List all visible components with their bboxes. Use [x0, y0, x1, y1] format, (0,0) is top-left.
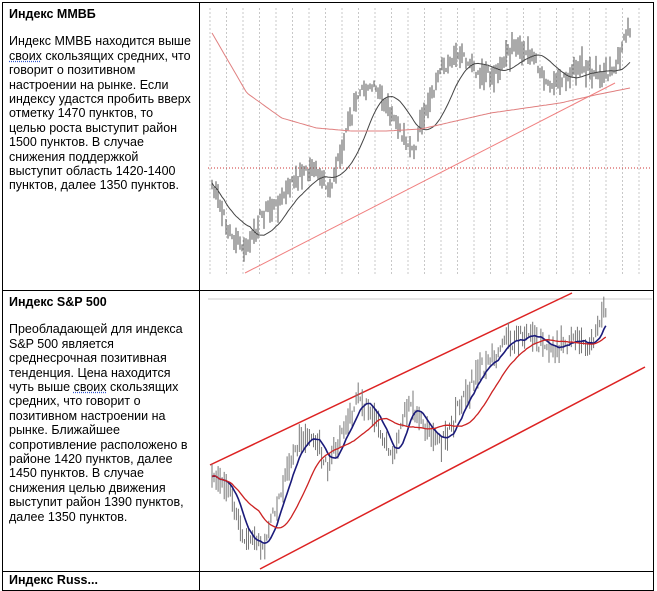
row-body-sp500: Преобладающей для индекса S&P 500 являет…: [9, 322, 193, 524]
body-text-underlined: своих: [73, 380, 107, 395]
trend-line: [244, 82, 616, 274]
chart-cell-russell: [200, 571, 654, 591]
ma-fast-line: [211, 325, 607, 545]
text-cell-sp500: Индекс S&P 500 Преобладающей для индекса…: [2, 290, 200, 572]
row-title-sp500: Индекс S&P 500: [9, 295, 107, 309]
channel-lower-line: [259, 366, 646, 570]
sp500-chart: [208, 292, 652, 570]
body-text-part: скользящих средних, что говорит о позити…: [9, 48, 195, 193]
chart-cell-mmvb: [200, 2, 654, 291]
row-title-russell: Индекс Russ...: [9, 573, 98, 587]
body-text-underlined: своих: [9, 48, 42, 63]
body-text-part: Индекс ММВБ находится выше: [9, 34, 195, 49]
price-series: [211, 17, 631, 262]
chart-cell-sp500: [200, 290, 654, 572]
ma-slow-line: [211, 336, 607, 529]
ma-slow-line: [211, 32, 631, 132]
body-text-part: скользящих средних, что говорит о позити…: [9, 380, 191, 524]
text-cell-mmvb: Индекс ММВБ Индекс ММВБ находится выше с…: [2, 2, 200, 291]
text-cell-russell: Индекс Russ...: [2, 571, 200, 591]
body-text-part: Преобладающей для индекса S&P 500 являет…: [9, 322, 187, 395]
channel-upper-line: [209, 292, 573, 466]
row-body-mmvb: Индекс ММВБ находится выше своих скользя…: [9, 34, 193, 192]
mmvb-chart: [208, 8, 652, 275]
row-title-mmvb: Индекс ММВБ: [9, 7, 96, 21]
ma-fast-line: [211, 54, 631, 236]
